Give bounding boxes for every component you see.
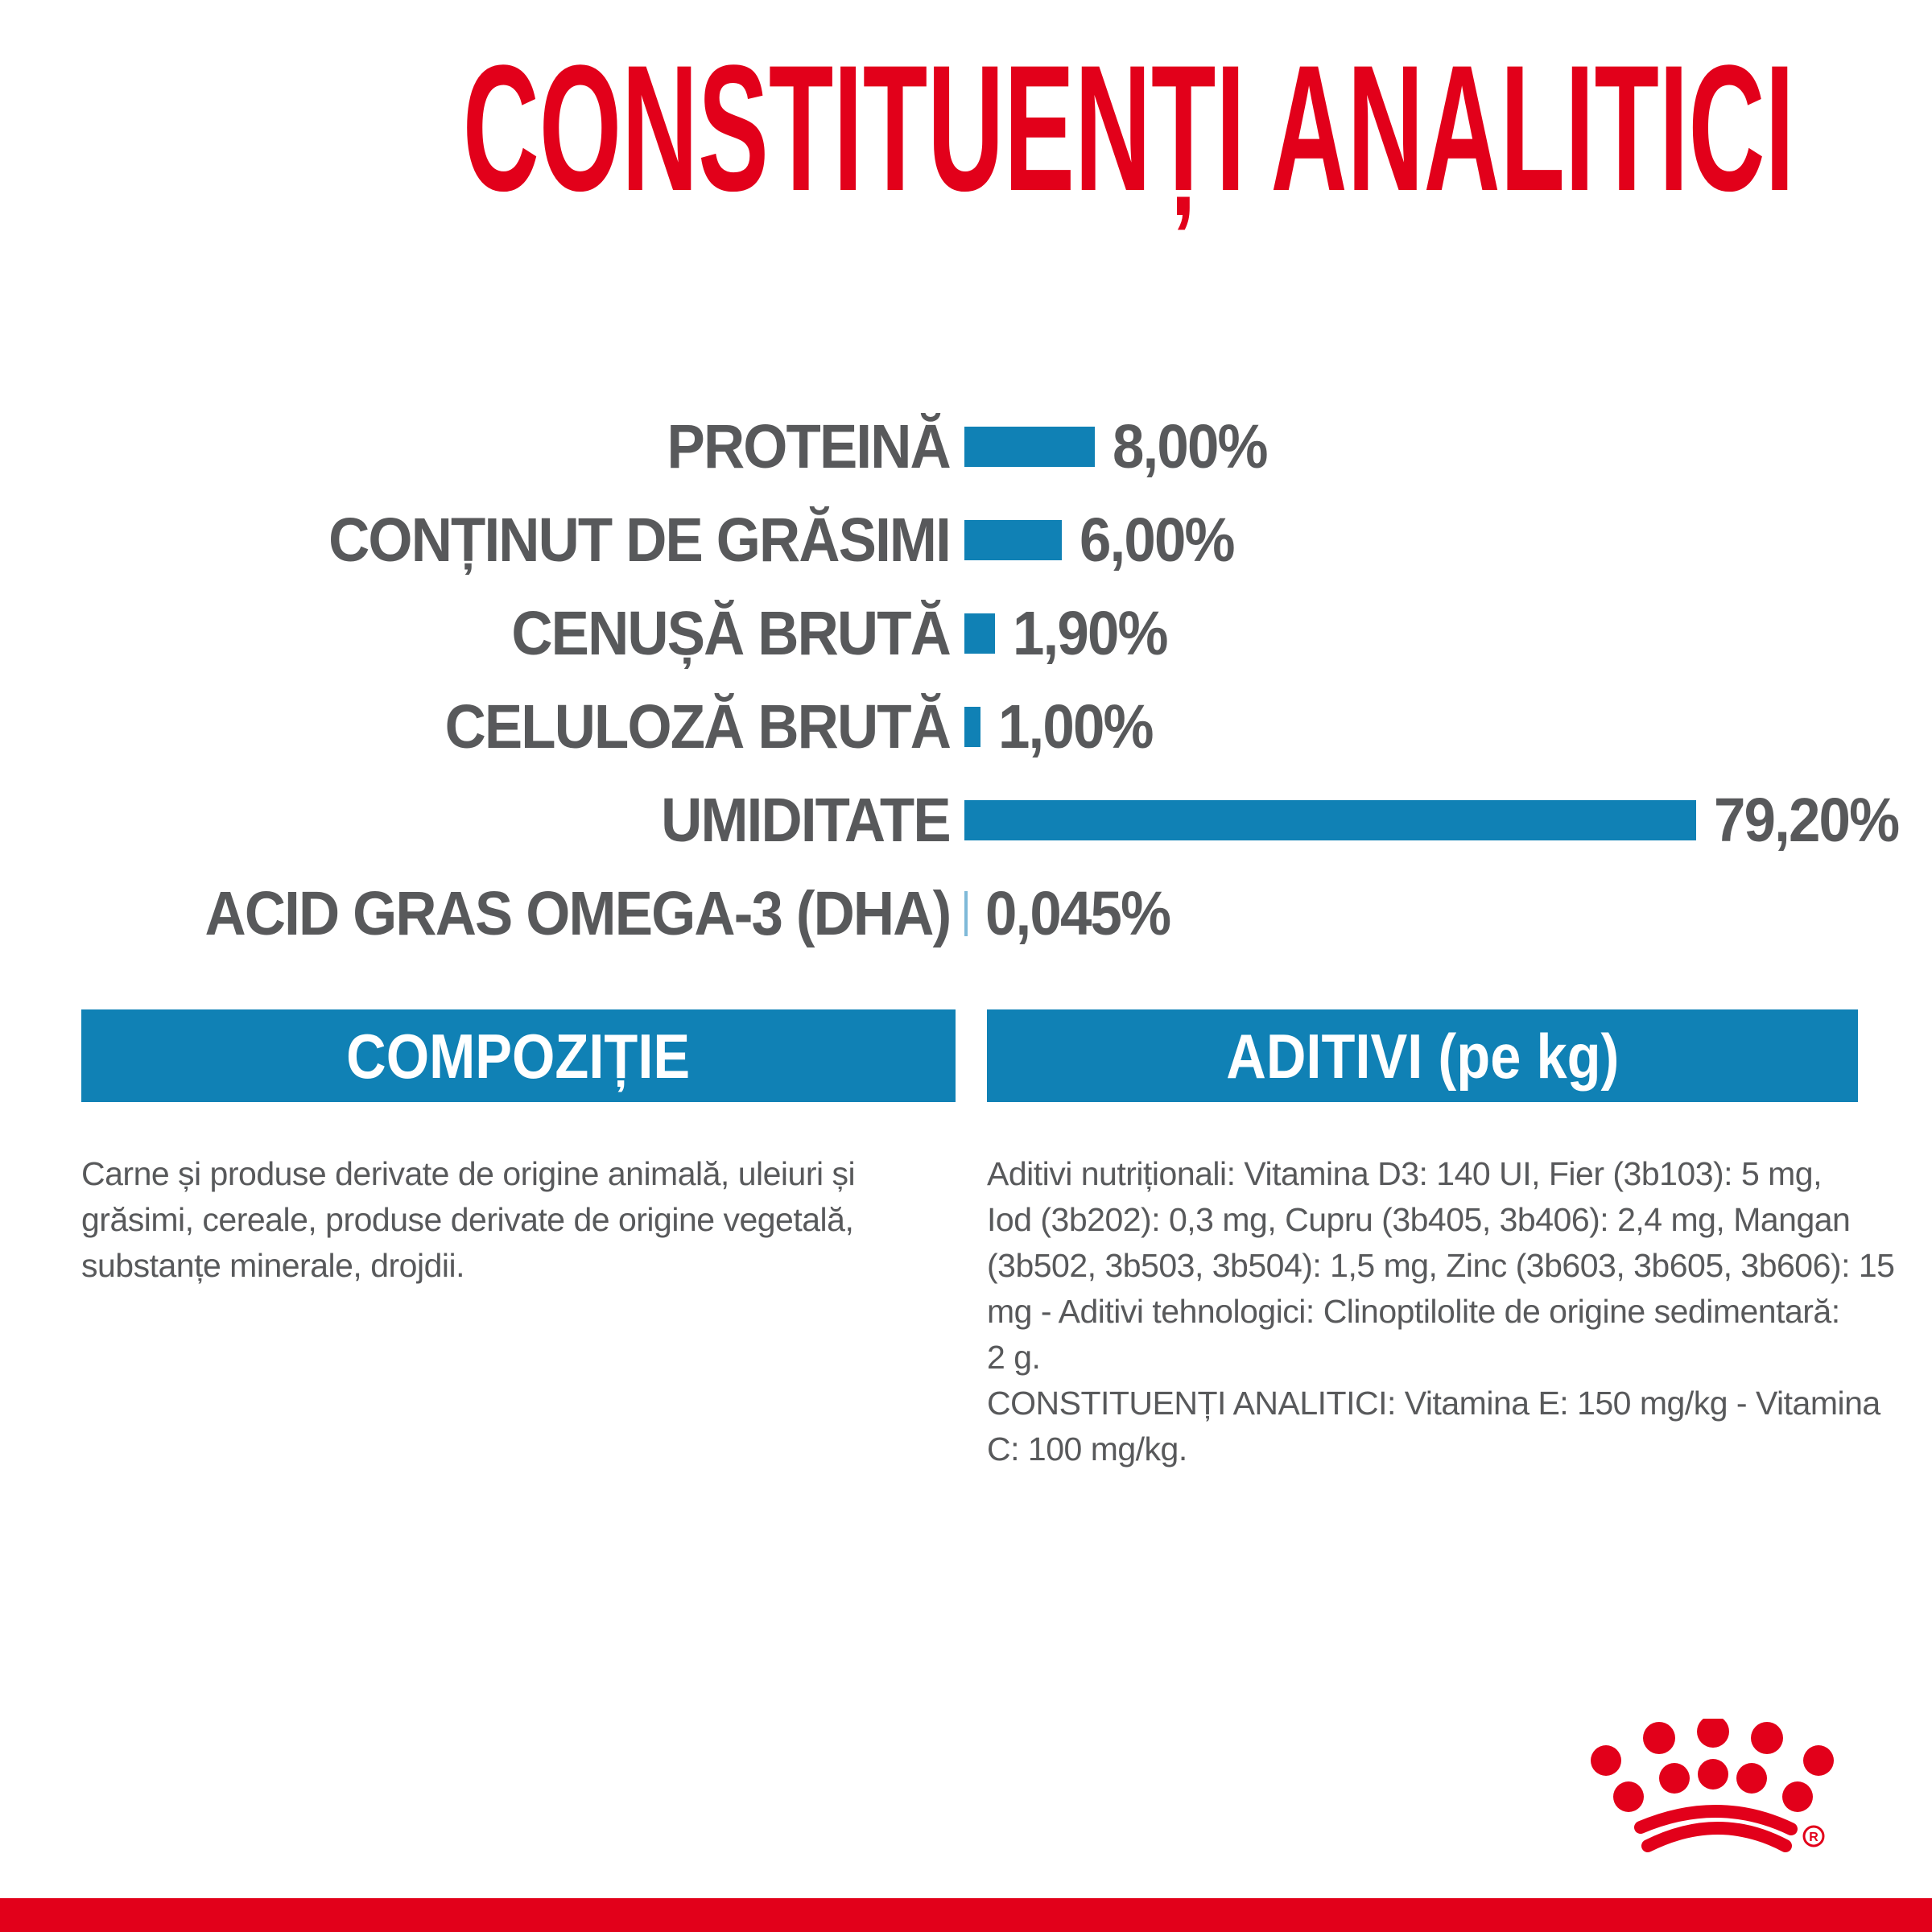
chart-category-label: PROTEINĂ xyxy=(0,411,952,481)
chart-category-label-text: ACID GRAS OMEGA-3 (DHA) xyxy=(204,878,952,948)
text-line: CONSTITUENȚI ANALITICI: Vitamina E: 150 … xyxy=(987,1385,1880,1422)
composition-header-label: COMPOZIȚIE xyxy=(346,1020,691,1092)
chart-category-label: UMIDITATE xyxy=(0,785,951,855)
composition-text: Carne și produse derivate de origine ani… xyxy=(81,1151,975,1289)
chart-bar xyxy=(964,891,968,936)
crown-dots xyxy=(1591,1719,1834,1812)
text-line: (3b502, 3b503, 3b504): 1,5 mg, Zinc (3b6… xyxy=(987,1247,1895,1284)
royal-canin-crown-logo: R xyxy=(1591,1719,1834,1852)
chart-value-label: 8,00% xyxy=(1113,411,1280,481)
additives-header-band: ADITIVI (pe kg) xyxy=(987,1009,1858,1102)
chart-value-label-text: 6,00% xyxy=(1080,505,1236,575)
text-line: Aditivi nutriționali: Vitamina D3: 140 U… xyxy=(987,1155,1823,1192)
chart-value-label-text: 79,20% xyxy=(1714,785,1900,855)
chart-category-label: ACID GRAS OMEGA-3 (DHA) xyxy=(0,878,952,948)
chart-category-label-text: CELULOZĂ BRUTĂ xyxy=(444,691,952,762)
chart-category-label-text: UMIDITATE xyxy=(661,785,951,855)
chart-category-label: CENUȘĂ BRUTĂ xyxy=(0,598,951,668)
text-line: 2 g. xyxy=(987,1339,1041,1376)
chart-value-label-text: 1,90% xyxy=(1013,598,1169,668)
text-line: substanțe minerale, drojdii. xyxy=(81,1247,464,1284)
chart-bar xyxy=(964,800,1696,840)
chart-row: CELULOZĂ BRUTĂ 1,00% xyxy=(0,680,1932,774)
chart-row: CENUȘĂ BRUTĂ 1,90% xyxy=(0,587,1932,680)
chart-bar xyxy=(964,707,980,747)
page-title-text: CONSTITUENȚI ANALITICI xyxy=(462,28,1795,229)
crown-arcs xyxy=(1634,1805,1798,1852)
text-line: Iod (3b202): 0,3 mg, Cupru (3b405, 3b406… xyxy=(987,1201,1851,1238)
chart-category-label: CONȚINUT DE GRĂSIMI xyxy=(0,505,952,575)
text-line: mg - Aditivi tehnologici: Clinoptilolite… xyxy=(987,1293,1840,1330)
text-line: C: 100 mg/kg. xyxy=(987,1430,1187,1468)
chart-value-label: 1,90% xyxy=(1013,598,1180,668)
bottom-red-strip xyxy=(0,1898,1932,1932)
chart-row: CONȚINUT DE GRĂSIMI 6,00% xyxy=(0,493,1932,587)
chart-value-label: 6,00% xyxy=(1080,505,1247,575)
chart-category-label-text: CONȚINUT DE GRĂSIMI xyxy=(328,505,952,575)
chart-row: PROTEINĂ 8,00% xyxy=(0,400,1932,493)
text-line: grăsimi, cereale, produse derivate de or… xyxy=(81,1201,854,1238)
registered-trademark-letter: R xyxy=(1809,1831,1818,1844)
chart-category-label-text: CENUȘĂ BRUTĂ xyxy=(511,598,951,668)
chart-value-label: 0,045% xyxy=(985,878,1186,948)
chart-row: ACID GRAS OMEGA-3 (DHA) 0,045% xyxy=(0,867,1932,960)
page-title: CONSTITUENȚI ANALITICI xyxy=(0,39,1932,218)
chart-value-label-text: 0,045% xyxy=(985,878,1171,948)
chart-value-label: 1,00% xyxy=(998,696,1166,758)
chart-category-label-text: PROTEINĂ xyxy=(667,411,952,481)
chart-value-label-text: 8,00% xyxy=(1113,411,1269,481)
chart-value-label: 79,20% xyxy=(1714,785,1914,855)
chart-row: UMIDITATE 79,20% xyxy=(0,774,1932,867)
analytical-chart: PROTEINĂ 8,00% CONȚINUT DE GRĂSIMI 6,00% CEN… xyxy=(0,400,1932,960)
chart-bar xyxy=(964,427,1095,467)
chart-category-label: CELULOZĂ BRUTĂ xyxy=(0,691,952,762)
chart-bar xyxy=(964,520,1062,560)
chart-value-label-text: 1,00% xyxy=(998,691,1154,762)
additives-header-label: ADITIVI (pe kg) xyxy=(1225,1020,1620,1092)
registered-trademark-icon: R xyxy=(1802,1825,1825,1847)
composition-header-band: COMPOZIȚIE xyxy=(81,1009,956,1102)
text-line: Carne și produse derivate de origine ani… xyxy=(81,1155,856,1192)
additives-text: Aditivi nutriționali: Vitamina D3: 140 U… xyxy=(987,1151,1897,1472)
chart-bar xyxy=(964,613,995,654)
